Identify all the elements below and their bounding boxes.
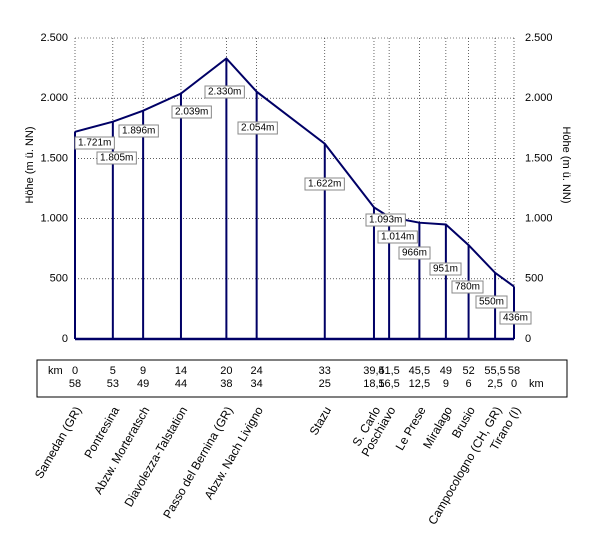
km-remaining-label: 25 [319, 378, 331, 390]
value-label-box [451, 280, 484, 294]
value-label-box [365, 213, 406, 227]
y-tick-label: 500 [50, 273, 68, 285]
km-label: 33 [319, 365, 331, 377]
value-label-box [204, 85, 245, 99]
y-tick-label: 2.000 [40, 92, 68, 104]
km-label: 45,5 [409, 365, 430, 377]
km-remaining-label: 9 [443, 378, 449, 390]
y-axis-label: Höhe (m ü. NN) [560, 126, 572, 203]
value-label: 2.054m [241, 123, 274, 134]
value-label: 1.093m [369, 215, 402, 226]
value-label-box [171, 105, 212, 119]
km-label: 39,5 [363, 365, 384, 377]
km-label: 5 [110, 365, 116, 377]
km-label: 55,5 [484, 365, 505, 377]
km-label: 14 [175, 365, 187, 377]
value-label-box [429, 262, 462, 276]
km-label: 24 [251, 365, 263, 377]
station-name: Samedan (GR) [32, 404, 84, 481]
y-tick-label: 2.000 [525, 92, 553, 104]
km-label: 0 [72, 365, 78, 377]
km-remaining-label: 16,5 [378, 378, 399, 390]
value-label-box [398, 246, 431, 260]
value-label-box [118, 124, 159, 138]
y-tick-label: 0 [62, 333, 68, 345]
value-label-box [499, 311, 532, 325]
km-remaining-label: 2,5 [487, 378, 502, 390]
value-label-box [96, 151, 137, 165]
y-tick-label: 2.500 [525, 32, 553, 44]
km-label: 52 [462, 365, 474, 377]
value-label: 1.805m [100, 153, 133, 164]
value-label-box [377, 230, 418, 244]
y-axis-label: Höhe (m ü. NN) [24, 126, 36, 203]
km-remaining-label: 34 [251, 378, 263, 390]
value-label: 2.039m [175, 107, 208, 118]
km-label: 58 [508, 365, 520, 377]
y-tick-label: 0 [525, 333, 531, 345]
km-label: 20 [220, 365, 232, 377]
km-remaining-label: 12,5 [409, 378, 430, 390]
value-label: 2.330m [208, 87, 241, 98]
y-tick-label: 2.500 [40, 32, 68, 44]
value-label-box [475, 295, 508, 309]
km-label: 49 [440, 365, 452, 377]
value-label-box [74, 136, 115, 150]
value-label: 780m [455, 282, 480, 293]
km-remaining-label: 49 [137, 378, 149, 390]
km-unit: km [48, 365, 63, 377]
value-label: 1.622m [308, 179, 341, 190]
value-label: 951m [433, 264, 458, 275]
km-unit: km [529, 378, 544, 390]
value-label: 1.896m [122, 126, 155, 137]
value-label: 550m [479, 297, 504, 308]
station-name: Stazu [307, 404, 334, 438]
y-tick-label: 1.000 [525, 213, 553, 225]
km-remaining-label: 18,5 [363, 378, 384, 390]
y-tick-label: 1.500 [40, 152, 68, 164]
value-label-box [304, 177, 345, 191]
value-label: 1.721m [78, 138, 111, 149]
profile-line [74, 57, 515, 288]
value-label: 1.014m [381, 232, 414, 243]
y-tick-label: 1.500 [525, 152, 553, 164]
km-remaining-label: 0 [511, 378, 517, 390]
km-label: 9 [140, 365, 146, 377]
km-remaining-label: 6 [466, 378, 472, 390]
y-tick-label: 500 [525, 273, 543, 285]
km-remaining-label: 53 [107, 378, 119, 390]
km-remaining-label: 58 [69, 378, 81, 390]
km-table [36, 359, 568, 398]
km-remaining-label: 38 [220, 378, 232, 390]
km-label: 41,5 [378, 365, 399, 377]
value-label-box [237, 121, 278, 135]
km-remaining-label: 44 [175, 378, 187, 390]
value-label: 436m [503, 313, 528, 324]
y-tick-label: 1.000 [40, 213, 68, 225]
value-label: 966m [402, 248, 427, 259]
